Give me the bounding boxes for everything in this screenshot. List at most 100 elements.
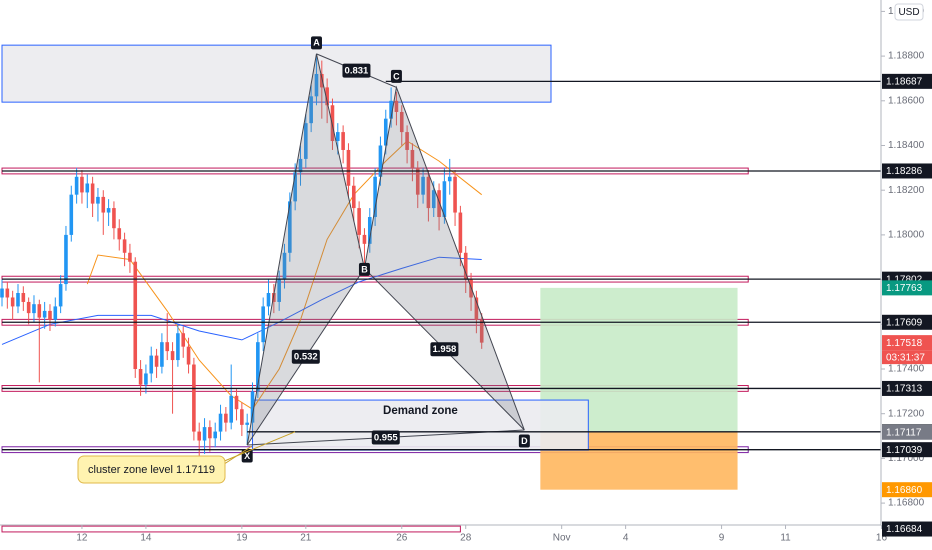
y-tick-label: 1.18600: [888, 95, 925, 106]
candle-body: [367, 217, 372, 244]
candle-body: [197, 431, 202, 441]
candle-body: [165, 342, 170, 352]
candle-body: [0, 288, 4, 298]
candle-body: [437, 190, 441, 218]
y-tick-label: 1.18400: [888, 140, 925, 151]
price-tag-label: 1.17518: [886, 338, 923, 349]
candle-body: [42, 310, 47, 318]
x-tick-label: 21: [300, 533, 312, 544]
callout-text: cluster zone level 1.17119: [88, 464, 215, 476]
candle-body: [266, 293, 271, 307]
price-tag: [882, 521, 932, 537]
candle-body: [351, 185, 356, 209]
candle-body: [383, 118, 388, 146]
candle-body: [154, 355, 159, 367]
candle-body: [431, 190, 436, 209]
candle-body: [144, 373, 148, 385]
y-tick-label: 1.17400: [888, 364, 925, 375]
price-tag: [882, 482, 932, 498]
ratio-label: 0.532: [294, 352, 318, 363]
candle-body: [37, 304, 42, 318]
pattern-point-label: D: [521, 436, 528, 446]
ratio-badge: [342, 63, 371, 78]
pattern-point-badge: [310, 36, 322, 50]
candle-body: [399, 111, 404, 133]
candle-body: [170, 351, 175, 361]
price-tag-label: 1.17802: [886, 274, 923, 285]
candle-body: [128, 252, 132, 262]
candle-body: [421, 176, 425, 195]
candle-body: [112, 208, 116, 229]
candle-body: [181, 333, 186, 347]
candle-body: [213, 431, 218, 439]
candle-body: [463, 252, 468, 280]
candle-body: [314, 73, 319, 97]
candle-body: [415, 167, 420, 195]
price-tag-label: 1.18286: [886, 166, 923, 177]
countdown-tag: [882, 350, 932, 365]
candle-body: [74, 176, 79, 195]
candle-body: [309, 96, 313, 124]
candle-body: [298, 158, 303, 173]
candle-body: [229, 395, 233, 423]
candle-body: [133, 261, 138, 369]
price-tag-label: 1.16860: [886, 485, 923, 496]
pattern-point-badge: [518, 434, 530, 448]
x-tick-label: 16: [876, 533, 888, 544]
x-tick-label: 12: [76, 533, 88, 544]
candle-body: [208, 427, 212, 439]
price-tag: [882, 335, 932, 351]
candle-body: [293, 172, 297, 202]
price-tag: [882, 163, 932, 179]
candle-body: [80, 176, 84, 193]
y-tick-label: 1.18800: [888, 51, 925, 62]
candle-body: [288, 201, 292, 253]
candle-body: [5, 288, 10, 298]
zone: [1, 44, 552, 103]
candle-body: [234, 395, 239, 410]
candle-body: [394, 100, 399, 112]
candle-body: [405, 132, 409, 150]
price-tag-label: 1.17313: [886, 384, 923, 395]
candle-body: [447, 176, 452, 182]
candle-body: [410, 149, 415, 168]
pattern-point-badge: [390, 69, 402, 83]
price-tag: [882, 73, 932, 89]
y-tick-label: 1.17200: [888, 408, 925, 419]
ratio-badge: [291, 349, 320, 364]
candle-body: [272, 293, 276, 302]
candle-body: [240, 409, 244, 425]
candle-body: [453, 176, 457, 213]
price-tag-label: 1.17117: [886, 427, 922, 438]
candle-body: [138, 368, 143, 385]
candle-body: [245, 422, 249, 425]
x-tick-label: Nov: [553, 533, 571, 544]
price-tag-label: 1.18687: [886, 76, 923, 87]
candle-body: [256, 342, 260, 392]
candle-body: [325, 87, 329, 106]
candle-body: [26, 301, 31, 314]
price-tag: [882, 424, 932, 440]
moving-average: [1, 256, 482, 345]
candle-body: [69, 194, 74, 235]
pattern-point-badge: [358, 262, 370, 276]
x-tick-label: 26: [396, 533, 408, 544]
zone-label: Demand zone: [383, 405, 458, 417]
candle-body: [224, 413, 228, 423]
candle-body: [373, 176, 377, 218]
x-tick-label: 19: [236, 533, 248, 544]
candle-body: [96, 196, 100, 204]
ratio-label: 0.955: [374, 433, 398, 444]
price-tag-label: 1.16684: [886, 524, 923, 535]
x-tick-label: 14: [140, 533, 152, 544]
y-tick-label: 1.18000: [888, 230, 925, 241]
candle-body: [160, 342, 164, 367]
x-tick-label: 28: [460, 533, 472, 544]
price-tag: [882, 380, 932, 396]
moving-average: [86, 140, 483, 410]
callout-box: [77, 455, 226, 484]
candle-body: [90, 183, 95, 204]
y-tick-label: 1.16800: [888, 498, 925, 509]
candle-body: [186, 346, 191, 365]
